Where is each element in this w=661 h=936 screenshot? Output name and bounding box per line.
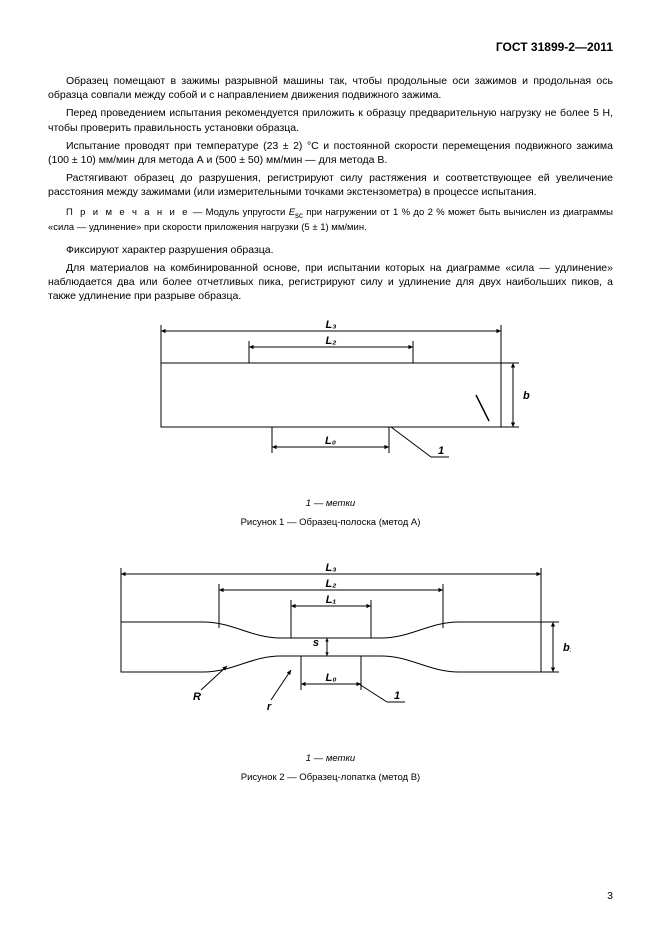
- svg-text:L₂: L₂: [325, 578, 336, 590]
- figure-2: L₃ L₂ L₁ s L₀ b₁ Rr 1 1 — метки Рисунок 2 — Обр…: [48, 552, 613, 783]
- svg-text:L₃: L₃: [325, 562, 336, 574]
- figure-1-legend: 1 — метки: [48, 498, 613, 509]
- note: П р и м е ч а н и е — Модуль упругости E…: [48, 207, 613, 234]
- paragraph-5: Фиксируют характер разрушения образца.: [48, 243, 613, 257]
- svg-text:b: b: [523, 390, 530, 402]
- svg-text:b₁: b₁: [563, 642, 571, 654]
- paragraph-6: Для материалов на комбинированной основе…: [48, 261, 613, 304]
- figure-2-legend: 1 — метки: [48, 753, 613, 764]
- figure-2-svg: L₃ L₂ L₁ s L₀ b₁ Rr 1: [91, 552, 571, 742]
- document-header: ГОСТ 31899-2—2011: [48, 40, 613, 54]
- figure-1: L₃ L₂ b L₀ 1 1 — метки Рисунок 1 — Образец-п…: [48, 317, 613, 528]
- paragraph-4: Растягивают образец до разрушения, регис…: [48, 171, 613, 199]
- paragraph-3: Испытание проводят при температуре (23 ±…: [48, 139, 613, 167]
- note-label: П р и м е ч а н и е: [66, 207, 189, 218]
- paragraph-2: Перед проведением испытания рекомендуетс…: [48, 106, 613, 134]
- note-text-a: — Модуль упругости: [189, 207, 288, 218]
- svg-text:L₂: L₂: [325, 335, 336, 347]
- svg-text:L₀: L₀: [324, 435, 335, 447]
- figure-2-caption: Рисунок 2 — Образец-лопатка (метод В): [48, 772, 613, 783]
- svg-text:L₃: L₃: [325, 319, 336, 331]
- figure-1-caption: Рисунок 1 — Образец-полоска (метод А): [48, 517, 613, 528]
- svg-text:1: 1: [393, 690, 399, 702]
- paragraph-1: Образец помещают в зажимы разрывной маши…: [48, 74, 613, 102]
- svg-text:1: 1: [437, 445, 443, 457]
- svg-text:s: s: [312, 637, 318, 649]
- svg-text:r: r: [266, 701, 271, 713]
- svg-text:R: R: [193, 691, 201, 703]
- svg-text:L₀: L₀: [325, 672, 336, 684]
- page-number: 3: [607, 890, 613, 902]
- svg-text:L₁: L₁: [325, 594, 336, 606]
- page: ГОСТ 31899-2—2011 Образец помещают в заж…: [0, 0, 661, 936]
- figure-1-svg: L₃ L₂ b L₀ 1: [131, 317, 531, 487]
- note-subscript: sc: [295, 211, 303, 220]
